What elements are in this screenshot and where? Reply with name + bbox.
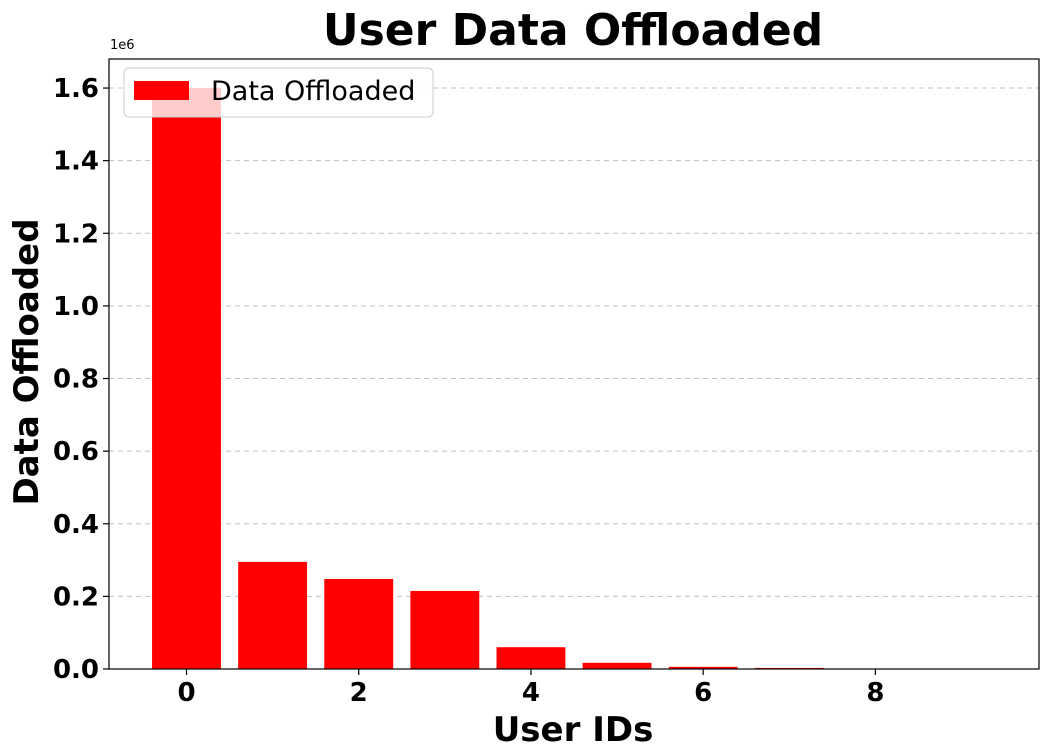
chart-title: User Data Offloaded (323, 5, 823, 56)
bar-user-0 (152, 88, 221, 670)
bar-user-3 (410, 590, 480, 669)
legend-label: Data Offloaded (211, 76, 415, 107)
x-tick-label-0: 0 (177, 678, 195, 708)
bar-user-4 (496, 647, 566, 669)
bar-user-1 (238, 561, 308, 669)
x-tick-label-1: 2 (350, 678, 368, 708)
bar-user-6 (668, 666, 738, 669)
y-tick-label-0: 0.0 (53, 655, 99, 685)
bar-user-5 (582, 662, 652, 669)
y-axis-offset-label: 1e6 (110, 38, 135, 53)
x-tick-label-3: 6 (694, 678, 712, 708)
y-tick-label-2: 0.4 (53, 510, 99, 540)
y-tick-label-1: 0.2 (53, 582, 99, 612)
x-tick-label-4: 8 (866, 678, 884, 708)
y-tick-label-6: 1.2 (53, 219, 99, 249)
legend-box (123, 67, 434, 118)
y-tick-label-7: 1.4 (53, 147, 99, 177)
bars (152, 88, 996, 670)
y-tick-label-3: 0.6 (53, 437, 99, 467)
x-axis-label: User IDs (493, 710, 654, 750)
y-axis-label: Data Offloaded (7, 218, 47, 505)
axes: 0.0 0.2 0.4 0.6 0.8 1.0 1.2 1.4 1.6 0 2 4 6 8 (53, 58, 1040, 708)
y-tick-label-4: 0.8 (53, 365, 99, 395)
legend: Data Offloaded (123, 67, 434, 118)
bar-user-2 (324, 578, 394, 669)
y-tick-label-5: 1.0 (53, 292, 99, 322)
y-tick-label-8: 1.6 (53, 74, 99, 104)
plot-frame (108, 58, 1040, 670)
legend-swatch (134, 81, 189, 100)
x-tick-label-2: 4 (522, 678, 540, 708)
